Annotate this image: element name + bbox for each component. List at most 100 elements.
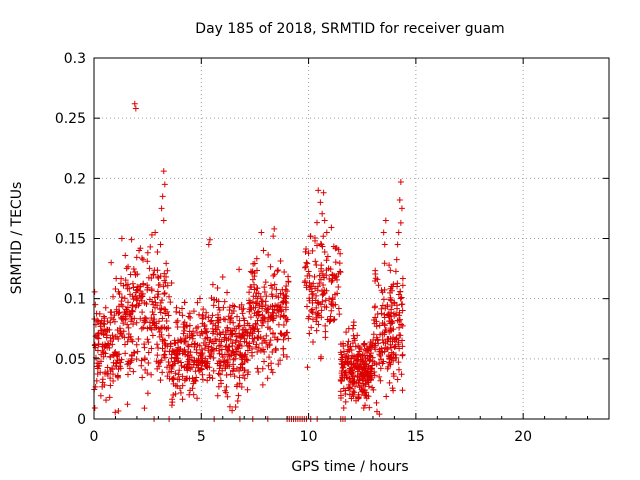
data-point [227,319,234,326]
data-point [141,344,148,351]
data-point [239,353,246,360]
data-point [322,297,329,304]
data-point [97,392,104,399]
data-point [261,358,268,365]
data-point [253,255,260,262]
data-point [103,397,110,404]
data-point [261,288,268,295]
data-point [135,283,142,290]
data-point [176,367,183,374]
data-point [270,329,277,336]
data-point [156,281,163,288]
data-point [309,316,316,323]
data-point [302,263,309,270]
data-point [378,356,385,363]
data-point [391,343,398,350]
data-point [158,297,165,304]
data-point [157,359,164,366]
data-point [370,336,377,343]
data-point [247,304,254,311]
data-point [381,348,388,355]
data-point [227,371,234,378]
data-point [323,267,330,274]
data-point [224,359,231,366]
data-point [382,344,389,351]
data-point [283,353,290,360]
data-point [260,314,267,321]
data-point [112,409,119,416]
data-point [303,245,310,252]
data-point [339,374,346,381]
data-point [229,330,236,337]
data-point [395,359,402,366]
data-point [357,370,364,377]
data-point [231,325,238,332]
data-point [224,393,231,400]
data-point [336,260,343,267]
data-point [140,280,147,287]
data-point [163,273,170,280]
data-point [397,219,404,226]
data-point [284,288,291,295]
data-point [219,367,226,374]
data-point [110,293,117,300]
data-point [269,369,276,376]
data-point [392,311,399,318]
data-point [275,294,282,301]
data-point [184,342,191,349]
data-point [386,289,393,296]
data-point [226,403,233,410]
data-point [280,345,287,352]
data-point [159,193,166,200]
data-point [122,277,129,284]
data-point [222,365,229,372]
data-point [372,267,379,274]
data-point [132,271,139,278]
data-point [310,338,317,345]
data-point [267,282,274,289]
data-point [306,297,313,304]
data-point [107,319,114,326]
data-point [316,272,323,279]
data-point [150,301,157,308]
data-point [271,306,278,313]
data-point [347,343,354,350]
data-point [128,336,135,343]
data-point [327,317,334,324]
data-point [172,370,179,377]
data-point [323,304,330,311]
data-point [188,354,195,361]
data-point [107,353,114,360]
data-point [386,262,393,269]
data-point [148,345,155,352]
data-point [304,260,311,267]
data-point [385,352,392,359]
data-point [144,249,151,256]
data-point [327,266,334,273]
data-point [371,320,378,327]
data-point [273,286,280,293]
data-point [275,267,282,274]
data-point [209,346,216,353]
data-point [145,339,152,346]
data-point [137,315,144,322]
data-point [328,300,335,307]
data-point [144,282,151,289]
data-point [349,379,356,386]
data-point [332,245,339,252]
data-point [209,375,216,382]
data-point [115,310,122,317]
data-point [264,306,271,313]
data-point [362,365,369,372]
data-point [265,362,272,369]
data-point [386,317,393,324]
data-point [259,381,266,388]
data-point [302,277,309,284]
data-point [378,310,385,317]
data-point [399,301,406,308]
x-tick-label: 20 [514,429,532,445]
data-point [397,295,404,302]
data-point [126,365,133,372]
data-point [186,334,193,341]
data-point [270,317,277,324]
